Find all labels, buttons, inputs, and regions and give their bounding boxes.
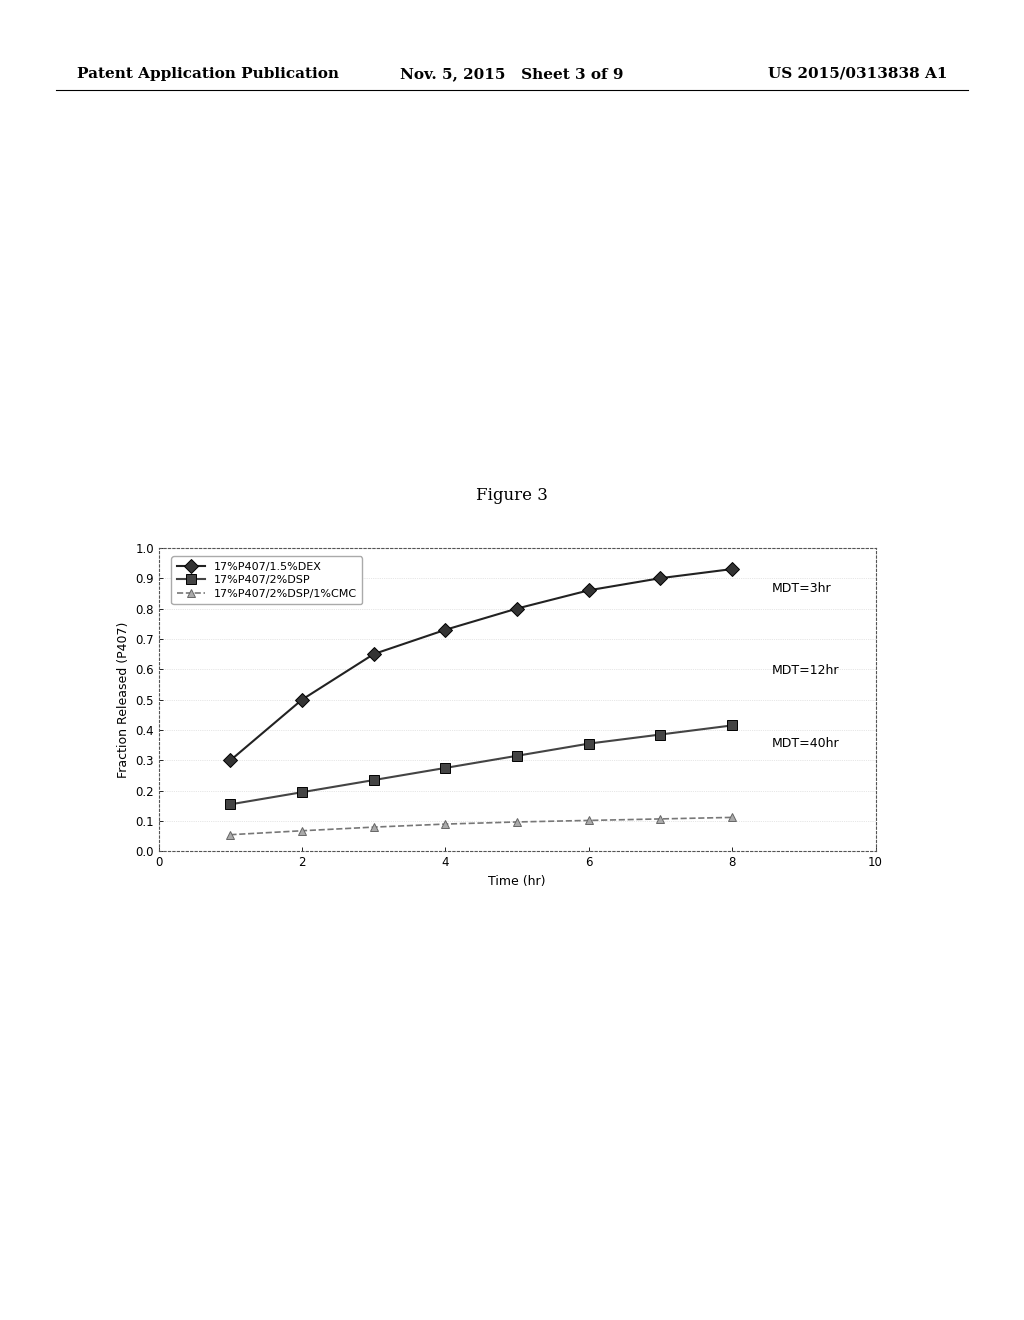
- 17%P407/2%DSP: [368, 772, 380, 788]
- Text: US 2015/0313838 A1: US 2015/0313838 A1: [768, 67, 947, 81]
- Text: MDT=12hr: MDT=12hr: [772, 664, 839, 677]
- 17%P407/1.5%DEX: [224, 752, 237, 768]
- Text: Figure 3: Figure 3: [476, 487, 548, 503]
- 17%P407/2%DSP: [654, 726, 667, 742]
- Text: Nov. 5, 2015   Sheet 3 of 9: Nov. 5, 2015 Sheet 3 of 9: [400, 67, 624, 81]
- X-axis label: Time (hr): Time (hr): [488, 875, 546, 888]
- Y-axis label: Fraction Released (P407): Fraction Released (P407): [117, 622, 130, 777]
- Line: 17%P407/2%DSP/1%CMC: 17%P407/2%DSP/1%CMC: [226, 813, 736, 840]
- 17%P407/2%DSP: [583, 735, 595, 751]
- 17%P407/2%DSP/1%CMC: [296, 822, 308, 838]
- 17%P407/1.5%DEX: [726, 561, 738, 577]
- Line: 17%P407/2%DSP: 17%P407/2%DSP: [225, 721, 737, 809]
- 17%P407/1.5%DEX: [654, 570, 667, 586]
- Text: Patent Application Publication: Patent Application Publication: [77, 67, 339, 81]
- 17%P407/1.5%DEX: [368, 647, 380, 663]
- 17%P407/2%DSP/1%CMC: [583, 813, 595, 829]
- Text: MDT=3hr: MDT=3hr: [772, 582, 831, 595]
- 17%P407/2%DSP: [439, 760, 452, 776]
- Text: MDT=40hr: MDT=40hr: [772, 737, 840, 750]
- 17%P407/1.5%DEX: [296, 692, 308, 708]
- Legend: 17%P407/1.5%DEX, 17%P407/2%DSP, 17%P407/2%DSP/1%CMC: 17%P407/1.5%DEX, 17%P407/2%DSP, 17%P407/…: [171, 557, 362, 605]
- Line: 17%P407/1.5%DEX: 17%P407/1.5%DEX: [225, 564, 737, 766]
- 17%P407/2%DSP: [224, 796, 237, 812]
- 17%P407/2%DSP/1%CMC: [224, 826, 237, 842]
- 17%P407/2%DSP/1%CMC: [439, 816, 452, 832]
- 17%P407/2%DSP/1%CMC: [726, 809, 738, 825]
- 17%P407/1.5%DEX: [511, 601, 523, 616]
- 17%P407/2%DSP/1%CMC: [511, 814, 523, 830]
- 17%P407/1.5%DEX: [583, 582, 595, 598]
- 17%P407/1.5%DEX: [439, 622, 452, 638]
- 17%P407/2%DSP/1%CMC: [654, 810, 667, 826]
- 17%P407/2%DSP: [726, 718, 738, 734]
- 17%P407/2%DSP/1%CMC: [368, 820, 380, 836]
- 17%P407/2%DSP: [511, 748, 523, 764]
- 17%P407/2%DSP: [296, 784, 308, 800]
